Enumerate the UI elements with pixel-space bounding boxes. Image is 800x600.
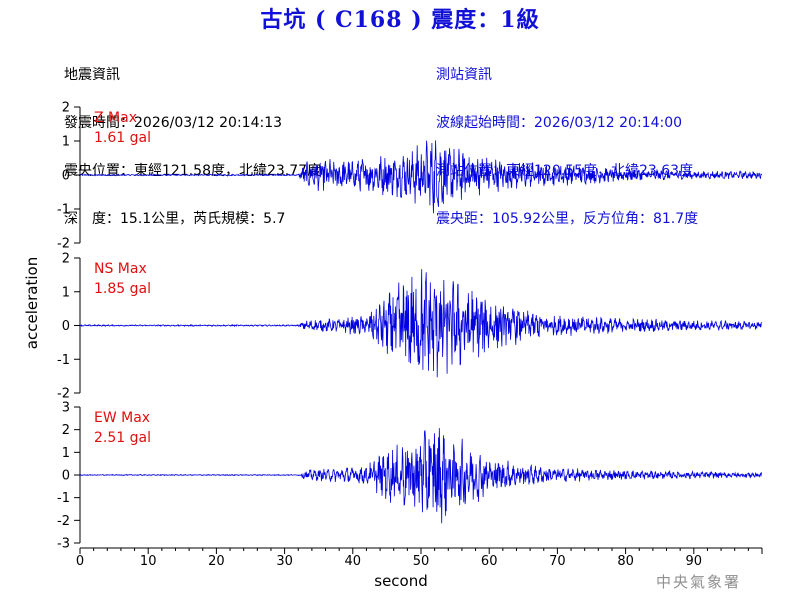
max-value-z: 1.61 gal [94, 130, 151, 146]
x-tick-label: 80 [617, 554, 634, 569]
x-tick-label: 20 [208, 554, 225, 569]
trace-ew [79, 428, 763, 524]
quake-depth-magnitude: 深 度：15.1公里，芮氏規模：5.7 [64, 211, 286, 227]
max-title-ew: EW Max [94, 410, 150, 426]
y-tick-label-ew: 0 [62, 469, 70, 484]
x-tick-label: 0 [76, 554, 84, 569]
y-tick-label-z: 2 [62, 101, 70, 116]
chart-title: 古坑 ( C168 ) 震度：1級 [260, 7, 540, 33]
x-tick-label: 60 [481, 554, 498, 569]
max-title-z: Z Max [94, 110, 137, 126]
max-title-ns: NS Max [94, 261, 147, 277]
quake-info-heading: 地震資訊 [64, 67, 120, 83]
y-tick-label-ew: 3 [62, 401, 70, 416]
y-tick-label-ns: 0 [62, 319, 70, 334]
station-distance: 震央距：105.92公里，反方位角：81.7度 [436, 211, 699, 227]
x-tick-label: 30 [276, 554, 293, 569]
y-tick-label-ew: -2 [57, 514, 70, 529]
x-tick-label: 40 [345, 554, 362, 569]
trace-z [79, 140, 763, 214]
y-tick-label-z: 1 [62, 135, 70, 150]
y-tick-label-ew: -3 [57, 537, 70, 552]
x-tick-label: 90 [686, 554, 703, 569]
quake-info-block: 地震資訊 發震時間：2026/03/12 20:14:13 震央位置：東經121… [64, 35, 321, 243]
max-value-ew: 2.51 gal [94, 430, 151, 446]
x-tick-label: 70 [549, 554, 566, 569]
max-value-ns: 1.85 gal [94, 281, 151, 297]
y-tick-label-ns: -2 [57, 387, 70, 402]
y-tick-label-ns: 2 [62, 252, 70, 267]
trace-ns [79, 269, 762, 378]
y-tick-label-ew: 1 [62, 446, 70, 461]
y-tick-label-ew: -1 [57, 491, 70, 506]
y-tick-label-ew: 2 [62, 423, 70, 438]
station-start-time: 波線起始時間：2026/03/12 20:14:00 [436, 115, 683, 131]
x-tick-label: 10 [140, 554, 157, 569]
y-tick-label-z: -1 [57, 203, 70, 218]
x-axis-title: second [374, 572, 428, 590]
y-tick-label-z: 0 [62, 169, 70, 184]
station-info-heading: 測站資訊 [436, 67, 492, 83]
quake-origin-time: 發震時間：2026/03/12 20:14:13 [64, 115, 283, 131]
y-tick-label-ns: 1 [62, 285, 70, 300]
y-axis-title: acceleration [23, 257, 41, 349]
agency-watermark: 中央氣象署 [656, 573, 742, 591]
y-tick-label-ns: -1 [57, 353, 70, 368]
y-tick-label-z: -2 [57, 237, 70, 252]
x-tick-label: 50 [413, 554, 430, 569]
